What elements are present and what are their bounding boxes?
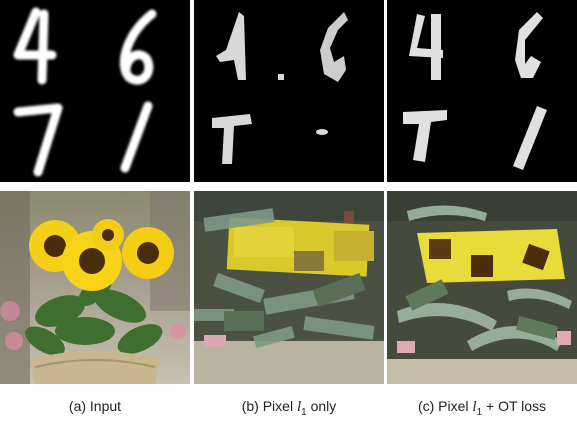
caption-c-suffix: + OT loss	[482, 398, 546, 414]
input-digits-panel	[0, 0, 190, 182]
pixel-l1-digits-panel	[194, 0, 384, 182]
pixel-l1-sunflower-render	[194, 191, 384, 384]
caption-b-suffix: only	[307, 398, 337, 414]
caption-input: (a) Input	[0, 398, 190, 420]
pixel-l1-ot-sunflower-render	[387, 191, 577, 384]
caption-b-prefix: (b) Pixel	[242, 398, 297, 414]
caption-input-text: (a) Input	[69, 398, 121, 414]
caption-pixel-l1-ot-loss: (c) Pixel l1 + OT loss	[387, 398, 577, 420]
caption-pixel-l1-only: (b) Pixel l1 only	[194, 398, 384, 420]
input-sunflower-photo	[0, 191, 190, 384]
caption-c-prefix: (c) Pixel	[418, 398, 472, 414]
pixel-l1-ot-digits-panel	[387, 0, 577, 182]
